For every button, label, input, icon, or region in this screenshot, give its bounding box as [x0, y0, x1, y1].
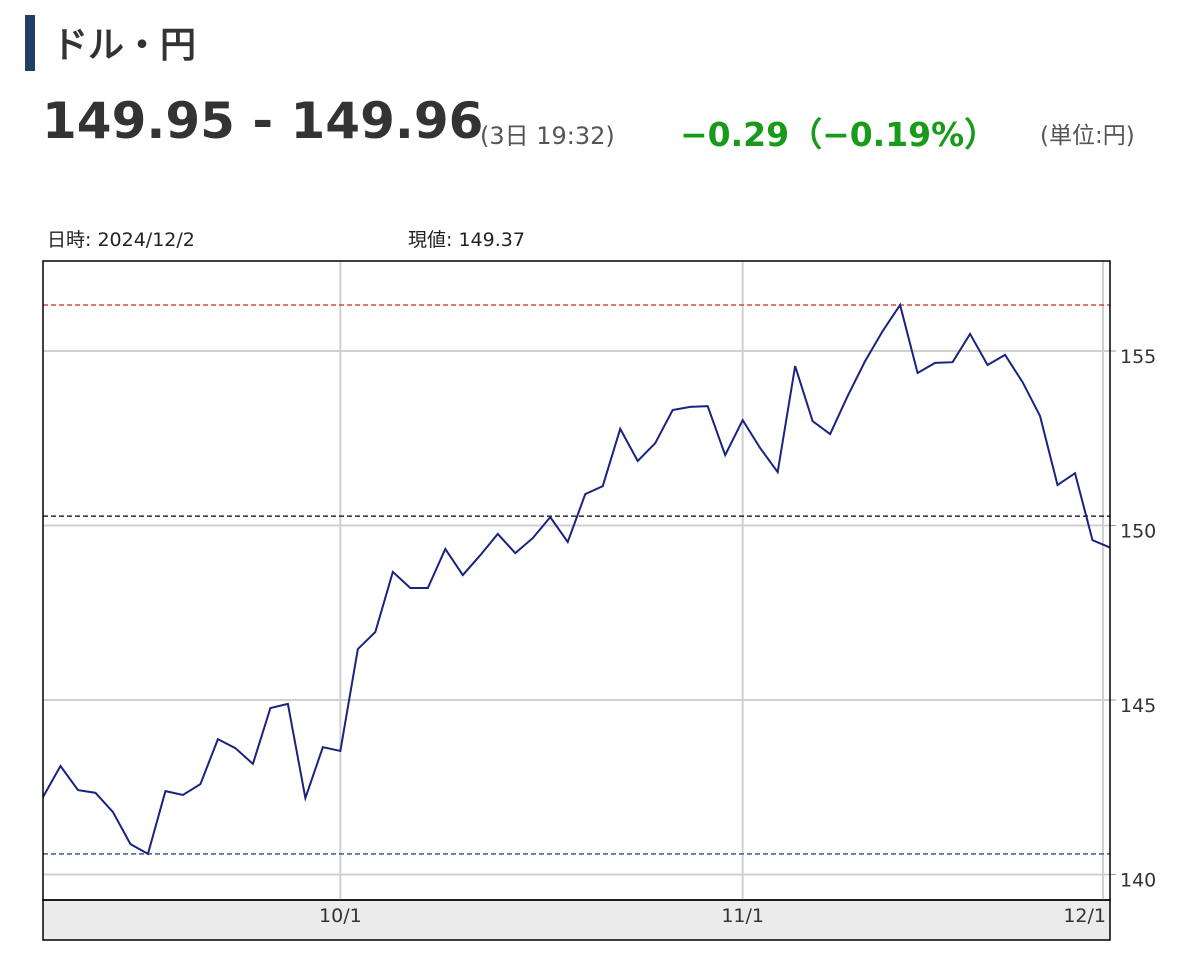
y-tick-label: 155	[1120, 346, 1156, 368]
x-tick-label: 10/1	[319, 905, 362, 927]
price-line	[42, 302, 1111, 856]
y-tick-label: 140	[1120, 870, 1156, 892]
title: ドル・円	[52, 25, 197, 66]
y-tick-label: 145	[1120, 695, 1156, 717]
price-value: 149.37	[458, 229, 525, 251]
title-bar	[25, 15, 35, 71]
plot-border	[42, 260, 1111, 901]
price-label: 現値:	[408, 229, 453, 251]
change: −0.29（−0.19%）	[680, 115, 998, 154]
x-tick-label: 11/1	[721, 905, 764, 927]
x-tick-label: 12/1	[1063, 905, 1106, 927]
y-tick-label: 150	[1120, 521, 1156, 543]
unit: (単位:円)	[1040, 123, 1135, 149]
x-axis-strip	[42, 899, 1111, 941]
price-info: 現値: 149.37	[408, 225, 525, 252]
quote-time: (3日 19:32)	[480, 122, 615, 150]
date-info: 日時: 2024/12/2	[47, 225, 195, 252]
quote: 149.95 - 149.96	[42, 92, 484, 150]
date-label: 日時:	[47, 229, 92, 251]
date-value: 2024/12/2	[97, 229, 195, 251]
